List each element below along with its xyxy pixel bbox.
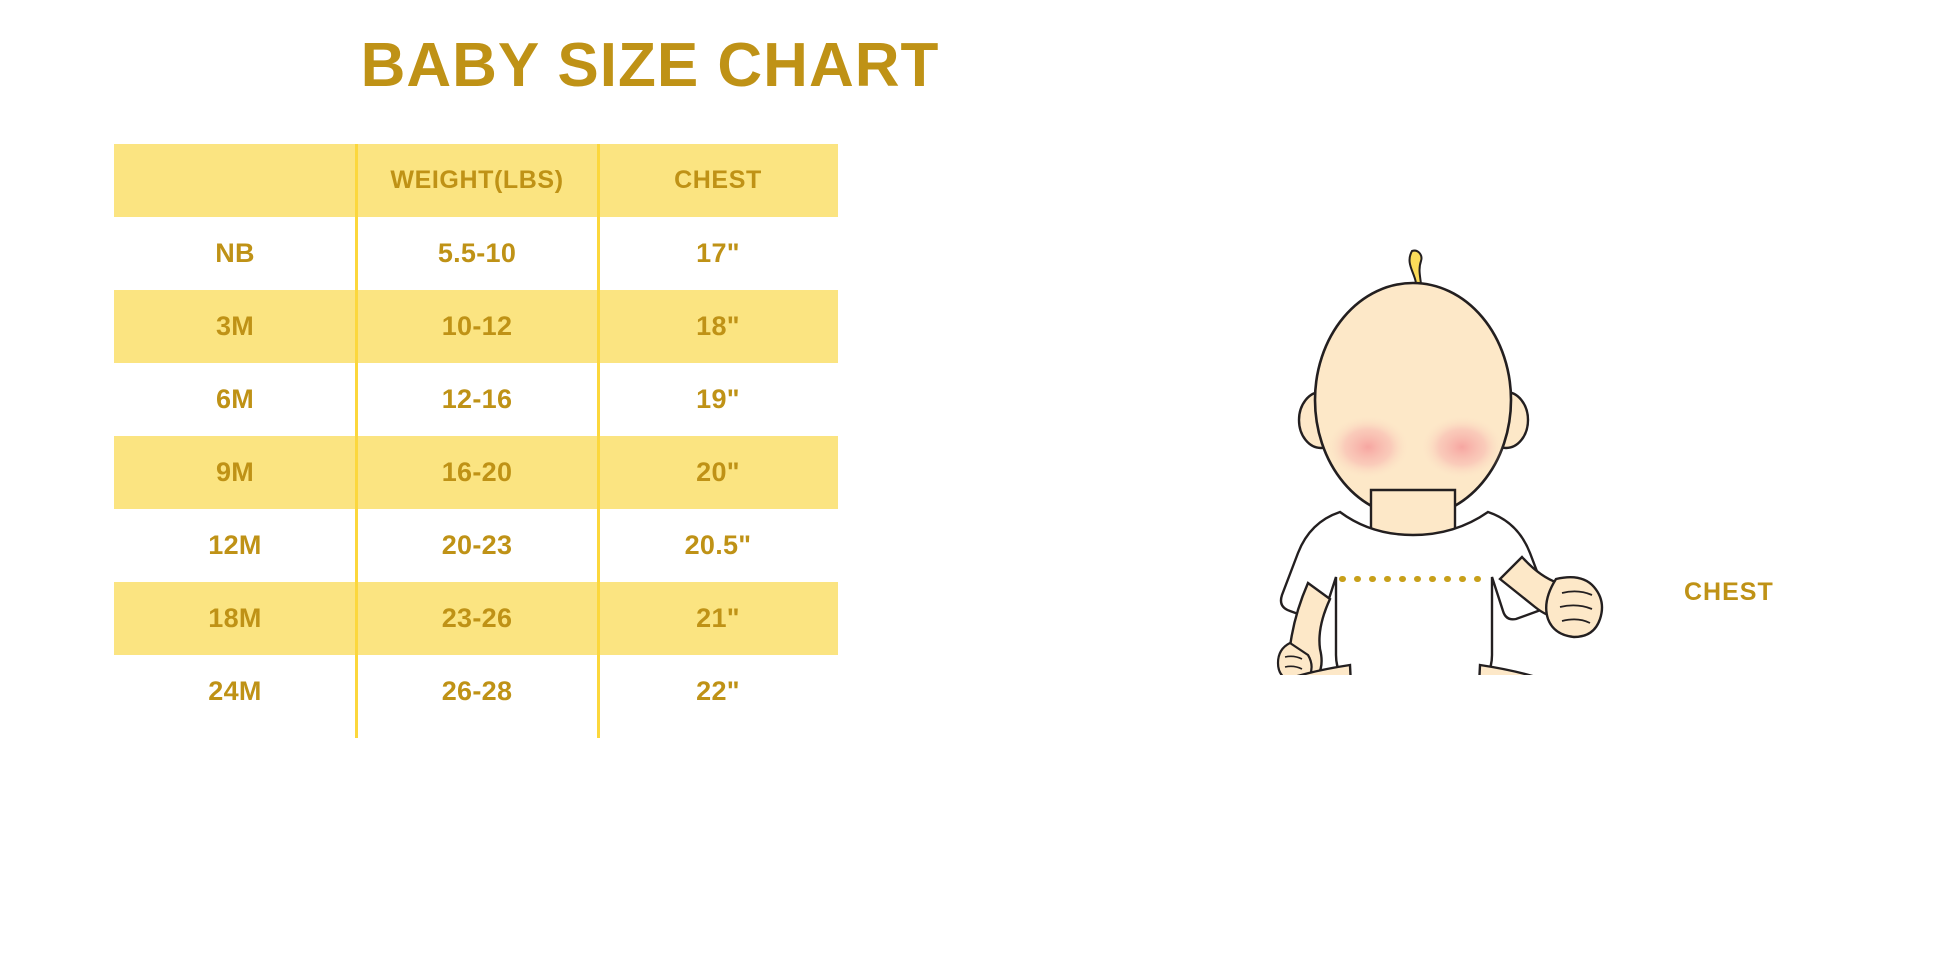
head — [1313, 281, 1513, 519]
column-divider-line — [355, 144, 358, 738]
cell-weight: 23-26 — [356, 582, 598, 655]
table-body: NB 5.5-10 17" 3M 10-12 18" 6M 12-16 19" … — [114, 217, 838, 728]
column-header-chest: CHEST — [598, 144, 838, 217]
table-header-row: WEIGHT(LBS) CHEST — [114, 144, 838, 217]
table-row: 3M 10-12 18" — [114, 290, 838, 363]
column-header-size — [114, 144, 356, 217]
page-title: BABY SIZE CHART — [360, 31, 940, 100]
right-hand — [1545, 576, 1604, 639]
column-header-weight: WEIGHT(LBS) — [356, 144, 598, 217]
cell-chest: 19" — [598, 363, 838, 436]
table-row: 12M 20-23 20.5" — [114, 509, 838, 582]
cell-weight: 16-20 — [356, 436, 598, 509]
cell-size: 18M — [114, 582, 356, 655]
cell-weight: 5.5-10 — [356, 217, 598, 290]
cell-size: 6M — [114, 363, 356, 436]
cell-size: NB — [114, 217, 356, 290]
onesie-body — [1279, 510, 1549, 675]
cell-chest: 21" — [598, 582, 838, 655]
cell-chest: 20" — [598, 436, 838, 509]
baby-illustration — [1190, 235, 1640, 675]
cell-size: 24M — [114, 655, 356, 728]
cell-size: 3M — [114, 290, 356, 363]
cell-chest: 20.5" — [598, 509, 838, 582]
cell-chest: 22" — [598, 655, 838, 728]
cell-chest: 18" — [598, 290, 838, 363]
right-leg — [1478, 663, 1534, 675]
column-divider-line — [597, 144, 600, 738]
table-row: 6M 12-16 19" — [114, 363, 838, 436]
cell-chest: 17" — [598, 217, 838, 290]
cell-size: 9M — [114, 436, 356, 509]
cell-weight: 20-23 — [356, 509, 598, 582]
cell-weight: 26-28 — [356, 655, 598, 728]
table-row: 24M 26-28 22" — [114, 655, 838, 728]
cell-weight: 12-16 — [356, 363, 598, 436]
left-leg — [1296, 663, 1352, 675]
table-row: 18M 23-26 21" — [114, 582, 838, 655]
size-chart-table: WEIGHT(LBS) CHEST NB 5.5-10 17" 3M 10-12… — [114, 144, 838, 728]
left-cheek — [1326, 415, 1410, 479]
size-chart-table-wrapper: WEIGHT(LBS) CHEST NB 5.5-10 17" 3M 10-12… — [114, 144, 838, 728]
table-row: 9M 16-20 20" — [114, 436, 838, 509]
table-row: NB 5.5-10 17" — [114, 217, 838, 290]
right-cheek — [1420, 415, 1504, 479]
cell-size: 12M — [114, 509, 356, 582]
cell-weight: 10-12 — [356, 290, 598, 363]
chest-measurement-label: CHEST — [1684, 578, 1774, 606]
